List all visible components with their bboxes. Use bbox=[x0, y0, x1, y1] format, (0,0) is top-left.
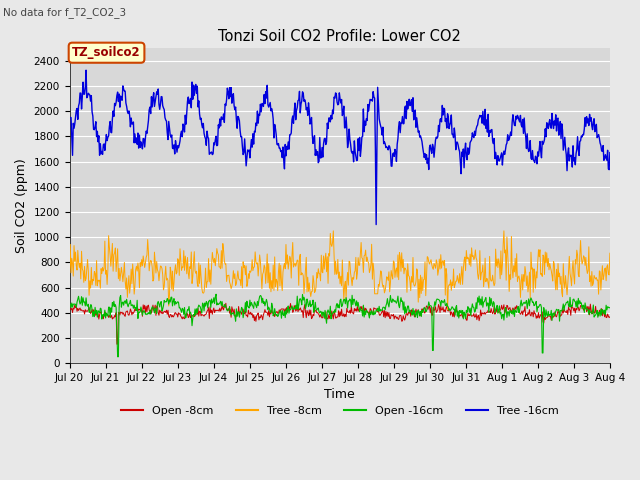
Text: No data for f_T2_CO2_3: No data for f_T2_CO2_3 bbox=[3, 7, 126, 18]
Text: TZ_soilco2: TZ_soilco2 bbox=[72, 46, 141, 59]
Legend: Open -8cm, Tree -8cm, Open -16cm, Tree -16cm: Open -8cm, Tree -8cm, Open -16cm, Tree -… bbox=[116, 402, 563, 420]
Title: Tonzi Soil CO2 Profile: Lower CO2: Tonzi Soil CO2 Profile: Lower CO2 bbox=[218, 29, 461, 44]
Y-axis label: Soil CO2 (ppm): Soil CO2 (ppm) bbox=[15, 158, 28, 253]
X-axis label: Time: Time bbox=[324, 388, 355, 401]
